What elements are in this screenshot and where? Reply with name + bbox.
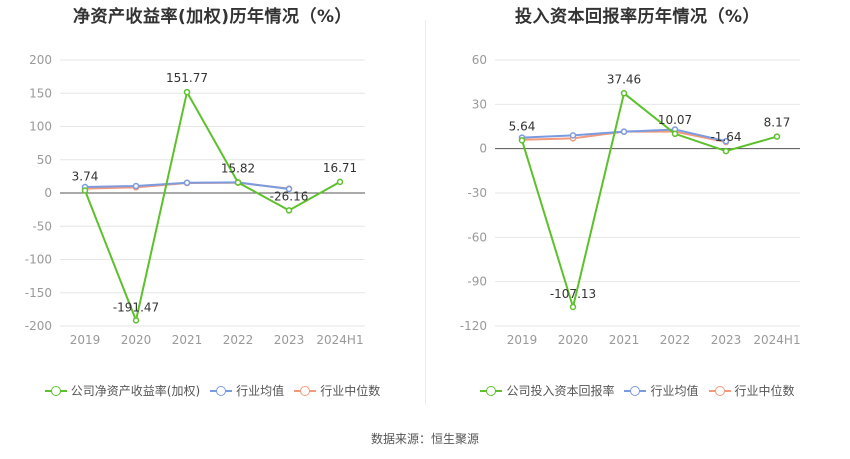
x-tick-label: 2020 <box>121 333 152 347</box>
data-point <box>132 182 140 190</box>
y-tick-label: 150 <box>29 86 52 100</box>
x-tick-label: 2019 <box>507 333 538 347</box>
x-tick-label: 2024H1 <box>316 333 363 347</box>
data-point <box>620 128 628 135</box>
data-label: 5.64 <box>509 119 536 133</box>
legend-label: 行业均值 <box>650 384 699 398</box>
x-tick-label: 2024H1 <box>753 333 800 347</box>
legend-label: 公司净资产收益率(加权) <box>70 384 201 398</box>
y-tick-label: 200 <box>29 53 52 67</box>
y-tick-label: 0 <box>479 142 487 156</box>
chart-legend: 公司投入资本回报率 行业均值 行业中位数 <box>425 382 850 399</box>
legend-label: 行业中位数 <box>734 384 795 398</box>
chart-legend: 公司净资产收益率(加权) 行业均值 行业中位数 <box>0 382 425 399</box>
data-label: 8.17 <box>764 116 791 130</box>
y-tick-label: -200 <box>25 319 52 333</box>
data-label: 16.71 <box>323 161 357 175</box>
legend-label: 行业中位数 <box>320 384 381 398</box>
legend-item-industry-mean[interactable]: 行业均值 <box>210 382 284 399</box>
x-tick-label: 2021 <box>609 333 640 347</box>
data-label: -107.13 <box>550 287 596 301</box>
legend-marker <box>624 385 647 396</box>
data-point <box>183 179 191 186</box>
y-tick-label: -50 <box>32 219 52 233</box>
y-tick-label: 60 <box>472 53 487 67</box>
data-point <box>569 132 577 139</box>
data-point <box>620 90 628 97</box>
y-tick-label: -90 <box>467 275 487 289</box>
y-tick-label: 30 <box>472 97 487 111</box>
data-label: -26.16 <box>270 189 309 203</box>
legend-item-industry-median[interactable]: 行业中位数 <box>708 382 795 399</box>
data-point <box>773 133 781 140</box>
data-label: 151.77 <box>166 71 208 85</box>
series-line <box>84 89 341 324</box>
y-tick-label: -150 <box>25 286 52 300</box>
data-point <box>336 178 344 186</box>
x-tick-label: 2020 <box>558 333 589 347</box>
y-tick-label: 0 <box>44 186 52 200</box>
panel-divider <box>425 20 426 405</box>
x-tick-label: 2022 <box>660 333 691 347</box>
chart-title: 净资产收益率(加权)历年情况（%） <box>72 7 353 27</box>
y-tick-label: -100 <box>25 253 52 267</box>
data-point <box>234 179 242 186</box>
legend-item-industry-mean[interactable]: 行业均值 <box>624 382 699 399</box>
y-tick-label: -120 <box>460 319 487 333</box>
x-tick-label: 2021 <box>172 333 203 347</box>
data-label: 3.74 <box>72 170 99 184</box>
data-point <box>518 137 526 144</box>
legend-label: 公司投入资本回报率 <box>506 384 615 398</box>
y-tick-label: 100 <box>29 120 52 134</box>
data-source: 数据来源：恒生聚源 <box>370 432 479 446</box>
series-line <box>521 91 778 311</box>
y-tick-label: 50 <box>37 153 52 167</box>
chart-panel-roe: 净资产收益率(加权)历年情况（%） 200 150 100 50 0 -50 -100 -15… <box>0 0 425 410</box>
legend-item-company[interactable]: 公司投入资本回报率 <box>480 382 614 399</box>
x-tick-label: 2019 <box>70 333 101 347</box>
data-label: -1.64 <box>710 130 741 144</box>
legend-marker <box>480 385 503 396</box>
data-point <box>671 130 679 138</box>
data-point <box>285 185 293 193</box>
legend-item-company[interactable]: 公司净资产收益率(加权) <box>44 382 201 399</box>
data-point <box>722 138 730 145</box>
data-point <box>285 207 293 214</box>
chart-panel-roic: 投入资本回报率历年情况（%） 60 30 0 -30 -60 -90 -120 2019 202… <box>425 0 850 410</box>
data-point <box>722 147 730 155</box>
data-label: -191.47 <box>113 300 159 314</box>
data-point <box>183 88 191 96</box>
data-label: 37.46 <box>607 72 641 86</box>
legend-marker <box>44 385 67 396</box>
legend-marker <box>210 385 233 396</box>
data-point <box>569 303 577 311</box>
legend-item-industry-median[interactable]: 行业中位数 <box>294 382 380 399</box>
data-label: 10.07 <box>658 113 692 127</box>
x-tick-label: 2023 <box>274 333 305 347</box>
x-tick-label: 2023 <box>711 333 742 347</box>
legend-marker <box>294 385 317 396</box>
data-point <box>81 187 89 194</box>
x-tick-label: 2022 <box>223 333 254 347</box>
data-label: 15.82 <box>221 161 255 175</box>
y-tick-label: -60 <box>467 230 487 244</box>
chart-plot: 60 30 0 -30 -60 -90 -120 2019 2020 2021 2022 2023 20… <box>460 53 801 347</box>
legend-label: 行业均值 <box>236 384 285 398</box>
data-point <box>132 317 140 324</box>
y-tick-label: -30 <box>467 186 487 200</box>
chart-title: 投入资本回报率历年情况（%） <box>514 7 761 27</box>
legend-marker <box>708 385 731 396</box>
chart-plot: 200 150 100 50 0 -50 -100 -150 -200 2019 2020 2021 2… <box>25 53 365 347</box>
